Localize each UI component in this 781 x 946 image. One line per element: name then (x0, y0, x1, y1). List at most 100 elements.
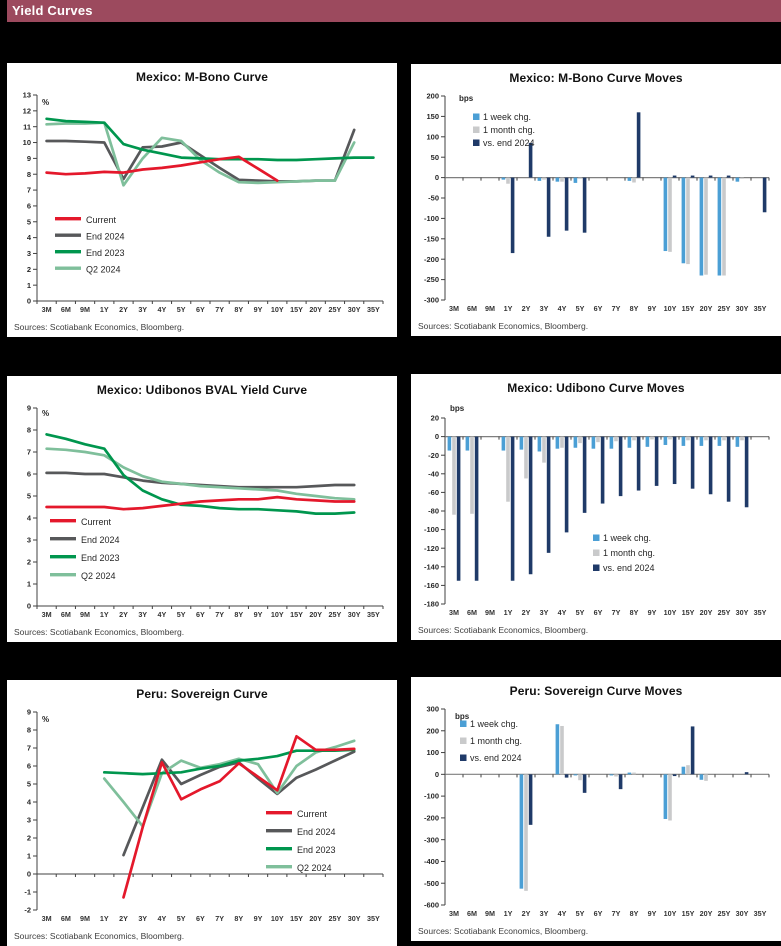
bar (578, 774, 582, 781)
x-tick-label: 35Y (754, 909, 767, 918)
x-tick-label: 25Y (718, 304, 731, 313)
x-tick-label: 35Y (367, 305, 380, 314)
bar (722, 436, 726, 441)
bar (632, 177, 636, 183)
legend: Current End 2024 End 2023 Q2 2024 (55, 215, 125, 275)
x-tick-label: 3Y (138, 610, 147, 619)
bar (560, 725, 564, 775)
y-tick-label: 6 (27, 202, 31, 211)
mbono-curve-panel: Mexico: M-Bono Curve 0 1 2 3 4 5 6 7 8 9 10 11 12 13 3… (7, 63, 397, 337)
legend-label: vs. end 2024 (483, 138, 535, 148)
x-tick-label: 8Y (630, 608, 639, 617)
y-tick-label: -1 (24, 888, 31, 897)
x-tick-label: 6Y (594, 608, 603, 617)
x-tick-labels: 3M 6M 9M 1Y 2Y 3Y 4Y 5Y 6Y 7Y 8Y 9Y 10Y 15Y 20Y 25Y 30Y 3… (449, 608, 767, 617)
bar (636, 112, 641, 178)
x-tick-label: 8Y (234, 610, 243, 619)
y-tick-label: -180 (424, 600, 439, 609)
bar (690, 436, 695, 489)
bar (672, 436, 677, 485)
legend-label: Current (86, 215, 117, 225)
y-tick-label: 5 (27, 780, 31, 789)
legend-label: End 2023 (297, 845, 336, 855)
bar (537, 436, 542, 452)
x-tick-label: 3M (42, 914, 52, 923)
legend-label: Q2 2024 (81, 571, 116, 581)
y-tick-label: 2 (27, 558, 31, 567)
x-tick-label: 5Y (576, 608, 585, 617)
line-series-end-2024 (122, 750, 356, 857)
bar (524, 436, 528, 479)
x-tick-label: 3M (42, 305, 52, 314)
x-tick-label: 2Y (522, 608, 531, 617)
y-tick-label: 8 (27, 726, 31, 735)
bar (690, 726, 695, 775)
y-tick-label: 0 (27, 870, 31, 879)
bar (704, 177, 708, 275)
y-tick-label: -60 (428, 488, 439, 497)
udibono-moves-panel: Mexico: Udibono Curve Moves -180 -160 -140… (411, 374, 781, 640)
bar (735, 436, 740, 447)
y-tick-label: -100 (424, 792, 439, 801)
bar-series-3 (456, 436, 749, 581)
x-tick-labels: 3M 6M 9M 1Y 2Y 3Y 4Y 5Y 6Y 7Y 8Y 9Y 10Y 15Y 20Y 25Y 30Y 3… (449, 304, 767, 313)
legend-swatch (55, 250, 81, 254)
y-tick-label: -100 (424, 525, 439, 534)
bar (686, 765, 690, 775)
bar (668, 436, 672, 440)
x-tick-label: 6M (467, 909, 477, 918)
bar (528, 142, 533, 178)
bar (564, 177, 569, 231)
bar (663, 774, 668, 819)
y-tick-label: 3 (27, 816, 31, 825)
peru-curve-plot: -2 -1 0 1 2 3 4 5 6 7 8 9 3M 6M 9M 1Y 2Y 3Y 4Y 5Y 6Y 7Y 8Y 9Y 10… (24, 708, 384, 923)
bar (650, 436, 654, 440)
udibono-moves-plot: -180 -160 -140 -120 -100 -80 -60 -40 -20 0 20 3M 6M 9… (424, 404, 770, 617)
bar (686, 177, 690, 265)
mbono-moves-panel: Mexico: M-Bono Curve Moves -300 -250 -200-… (411, 64, 781, 336)
x-tick-label: 6M (61, 610, 71, 619)
y-tick-label: 5 (27, 492, 31, 501)
x-tick-label: 5Y (177, 610, 186, 619)
x-tick-label: 7Y (215, 610, 224, 619)
bar (708, 175, 713, 178)
line-series-current (122, 734, 356, 899)
legend-label: Q2 2024 (297, 863, 332, 873)
y-axis: 0 1 2 3 4 5 6 7 8 9 (27, 404, 38, 611)
bar (609, 774, 614, 776)
x-tick-label: 7Y (215, 914, 224, 923)
legend-swatch (266, 847, 292, 851)
chart-title: Peru: Sovereign Curve Moves (509, 684, 683, 698)
bar-series-2 (506, 177, 744, 276)
bar (542, 177, 546, 180)
x-tick-label: 4Y (158, 305, 167, 314)
x-tick-label: 30Y (348, 305, 361, 314)
bar (600, 436, 605, 504)
x-tick-label: 20Y (309, 914, 322, 923)
legend-swatch (50, 555, 76, 559)
bar-series-1 (519, 724, 704, 889)
y-tick-label: 7 (27, 744, 31, 753)
y-tick-label: 150 (426, 112, 439, 121)
legend-label: 1 week chg. (603, 533, 651, 543)
y-tick-label: 200 (426, 92, 439, 101)
unit-label: % (42, 98, 49, 107)
x-tick-label: 35Y (367, 610, 380, 619)
bar (447, 436, 452, 451)
bar (578, 436, 582, 444)
legend: 1 week chg. 1 month chg. vs. end 2024 (593, 533, 655, 573)
y-tick-label: 100 (426, 132, 439, 141)
x-tick-label: 3Y (540, 304, 549, 313)
x-tick-label: 4Y (558, 909, 567, 918)
y-tick-label: -150 (424, 234, 439, 243)
unit-label: bps (459, 94, 474, 103)
legend-label: End 2024 (86, 232, 125, 242)
bar (564, 774, 569, 778)
line-series-end-2023 (45, 117, 375, 162)
x-tick-label: 6Y (196, 610, 205, 619)
bar (717, 436, 722, 446)
x-tick-label: 4Y (158, 914, 167, 923)
y-tick-label: 1 (27, 580, 31, 589)
